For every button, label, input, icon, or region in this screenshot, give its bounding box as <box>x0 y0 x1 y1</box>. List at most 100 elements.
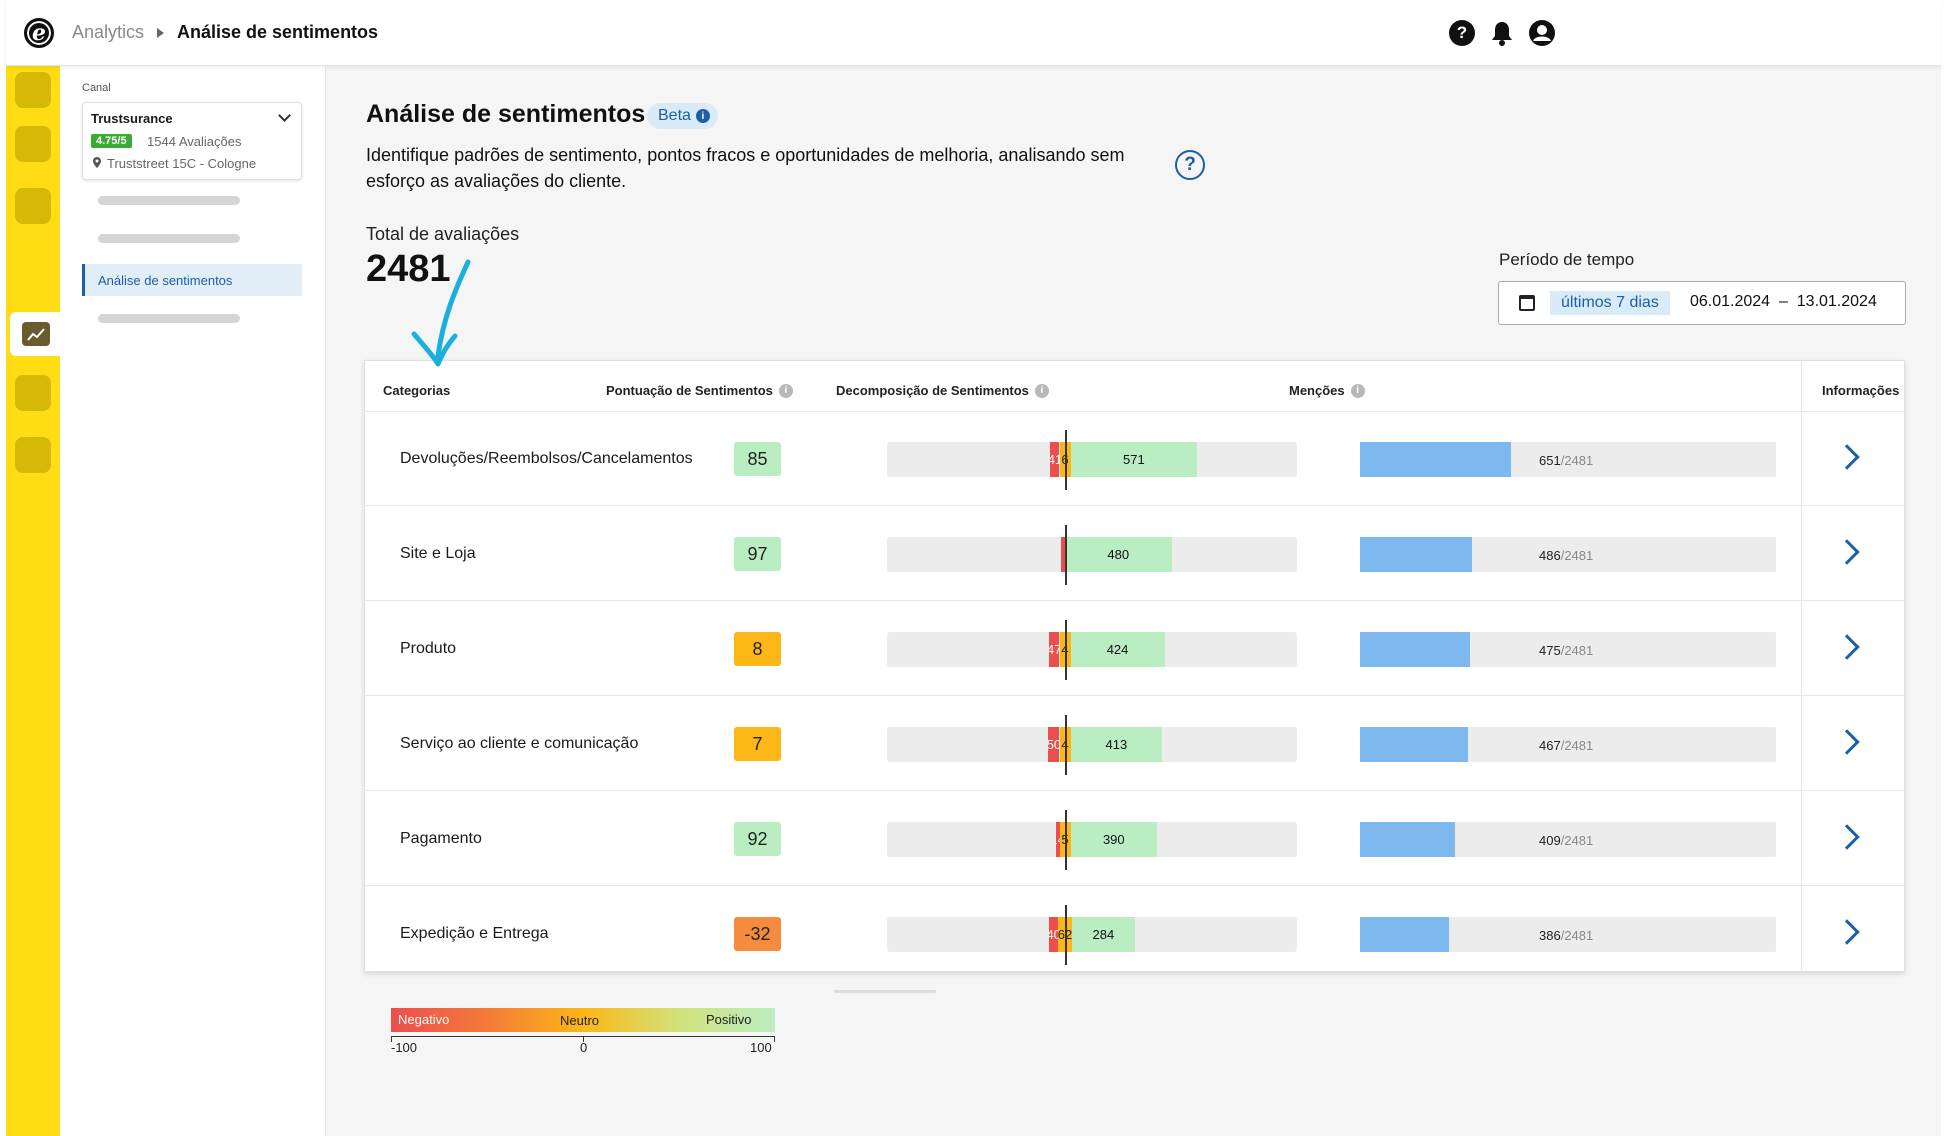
positive-segment[interactable]: 480 <box>1065 537 1172 572</box>
chevron-right-icon[interactable] <box>1834 919 1860 945</box>
header-info: Informações <box>1822 383 1900 398</box>
rail-item-6[interactable] <box>15 437 51 473</box>
mentions-bar-fill <box>1360 632 1470 667</box>
nav-placeholder-2[interactable] <box>98 234 240 243</box>
category-name: Serviço ao cliente e comunicação <box>400 735 639 752</box>
nav-placeholder-3[interactable] <box>98 314 240 323</box>
mentions-bar-fill <box>1360 822 1455 857</box>
zero-marker <box>1065 905 1067 965</box>
negative-segment[interactable]: 40 <box>1049 917 1059 952</box>
sentiment-score-badge: 85 <box>734 442 781 476</box>
user-avatar-icon[interactable] <box>1529 20 1555 46</box>
negative-segment[interactable]: 41 <box>1050 442 1060 477</box>
category-name: Devoluções/Reembolsos/Cancelamentos <box>400 450 693 467</box>
mentions-total: /2481 <box>1560 738 1594 753</box>
nav-item-sentiment[interactable]: Análise de sentimentos <box>82 264 302 296</box>
nav-placeholder-1[interactable] <box>98 196 240 205</box>
sentiment-score-badge: 92 <box>734 822 781 856</box>
calendar-icon <box>1519 295 1535 311</box>
mentions-bar-fill <box>1360 442 1511 477</box>
bell-icon[interactable] <box>1490 20 1514 46</box>
table-row[interactable]: Pagamento92145390409/2481 <box>365 792 1906 886</box>
column-divider <box>1801 361 1802 973</box>
positive-segment[interactable]: 424 <box>1070 632 1165 667</box>
horizontal-scroll-indicator[interactable] <box>834 990 936 993</box>
canal-selector[interactable]: Trustsurance 4.75/5 1544 Avaliações Trus… <box>82 102 302 180</box>
category-name: Produto <box>400 640 457 657</box>
negative-segment[interactable]: 47 <box>1049 632 1060 667</box>
app-logo[interactable]: e <box>24 18 54 48</box>
category-name: Site e Loja <box>400 545 476 562</box>
total-reviews-value: 2481 <box>366 248 451 290</box>
mentions-count: 486/2481 <box>1539 548 1593 563</box>
mentions-bar-fill <box>1360 917 1450 952</box>
negative-segment[interactable] <box>1061 537 1065 572</box>
top-bar: e Analytics Análise de sentimentos ? <box>6 0 1941 66</box>
positive-segment[interactable]: 390 <box>1070 822 1158 857</box>
header-score: Pontuação de Sentimentos i <box>606 383 793 398</box>
negative-segment[interactable]: 14 <box>1055 822 1060 857</box>
positive-segment[interactable]: 284 <box>1071 917 1135 952</box>
chevron-right-icon[interactable] <box>1834 539 1860 565</box>
canal-name: Trustsurance <box>91 111 173 126</box>
question-help-icon[interactable]: ? <box>1175 150 1205 180</box>
table-row[interactable]: Serviço ao cliente e comunicação75044134… <box>365 697 1906 791</box>
legend-negative: Negativo <box>398 1012 450 1027</box>
chevron-down-icon[interactable] <box>278 109 291 122</box>
date-range-picker[interactable]: últimos 7 dias 06.01.2024 – 13.01.2024 <box>1498 281 1906 325</box>
location-pin-icon <box>93 157 101 168</box>
zero-marker <box>1065 715 1067 775</box>
zero-marker <box>1065 525 1067 585</box>
chevron-right-icon[interactable] <box>1834 729 1860 755</box>
sentiment-table: Categorias Pontuação de Sentimentos i Dec… <box>364 360 1906 973</box>
mentions-count: 386/2481 <box>1539 928 1593 943</box>
rail-item-5[interactable] <box>15 375 51 411</box>
period-chip[interactable]: últimos 7 dias <box>1550 291 1670 315</box>
chevron-right-icon[interactable] <box>1834 824 1860 850</box>
chevron-right-icon[interactable] <box>1834 634 1860 660</box>
info-circle-icon[interactable]: i <box>1034 383 1049 398</box>
mentions-total: /2481 <box>1560 833 1594 848</box>
rail-item-1[interactable] <box>15 72 51 108</box>
table-row[interactable]: Produto8474424475/2481 <box>365 602 1906 696</box>
negative-segment[interactable]: 50 <box>1048 727 1060 762</box>
info-circle-icon[interactable]: i <box>778 383 793 398</box>
total-reviews-label: Total de avaliações <box>366 224 520 244</box>
table-row[interactable]: Devoluções/Reembolsos/Cancelamentos 85 41 6… <box>365 412 1906 506</box>
mentions-count: 409/2481 <box>1539 833 1593 848</box>
header-breakdown: Decomposição de Sentimentos i <box>836 383 1049 398</box>
table-row[interactable]: Expedição e Entrega -32 4062284 386/2481 <box>365 887 1906 981</box>
table-row[interactable]: Site e Loja 97 480 486/2481 <box>365 507 1906 601</box>
date-start: 06.01.2024 <box>1690 293 1771 310</box>
legend-positive: Positivo <box>706 1012 752 1027</box>
zero-marker <box>1065 430 1067 490</box>
header-mentions: Menções i <box>1289 383 1365 398</box>
help-icon[interactable]: ? <box>1449 20 1475 46</box>
rail-item-analytics[interactable] <box>10 312 62 356</box>
sentiment-score-badge: -32 <box>734 917 781 951</box>
rail-item-3[interactable] <box>15 188 51 224</box>
neutral-segment[interactable]: 62 <box>1058 917 1072 952</box>
rail-item-2[interactable] <box>15 126 51 162</box>
mentions-total: /2481 <box>1560 548 1594 563</box>
mentions-value: 386 <box>1539 928 1561 943</box>
breadcrumb-analytics[interactable]: Analytics <box>72 22 145 42</box>
zero-marker <box>1065 810 1067 870</box>
rating-count: 1544 Avaliações <box>147 134 242 149</box>
legend-min: -100 <box>391 1040 418 1055</box>
positive-segment[interactable]: 571 <box>1070 442 1198 477</box>
info-circle-icon[interactable]: i <box>1350 383 1365 398</box>
rating-badge: 4.75/5 <box>91 134 132 148</box>
main-content: Análise de sentimentos Beta i Identifiqu… <box>326 66 1941 1136</box>
mentions-bar-fill <box>1360 727 1469 762</box>
chevron-right-icon[interactable] <box>1834 444 1860 470</box>
category-name: Expedição e Entrega <box>400 925 549 942</box>
sub-navigation: Canal Trustsurance 4.75/5 1544 Avaliaçõe… <box>60 66 326 1136</box>
sentiment-score-badge: 8 <box>734 632 781 666</box>
left-rail <box>6 66 62 1136</box>
positive-segment[interactable]: 413 <box>1070 727 1163 762</box>
page-description: Identifique padrões de sentimento, ponto… <box>366 145 1125 191</box>
legend-tick <box>774 1036 775 1042</box>
beta-badge[interactable]: Beta i <box>647 103 718 129</box>
header-divider <box>365 411 1906 412</box>
